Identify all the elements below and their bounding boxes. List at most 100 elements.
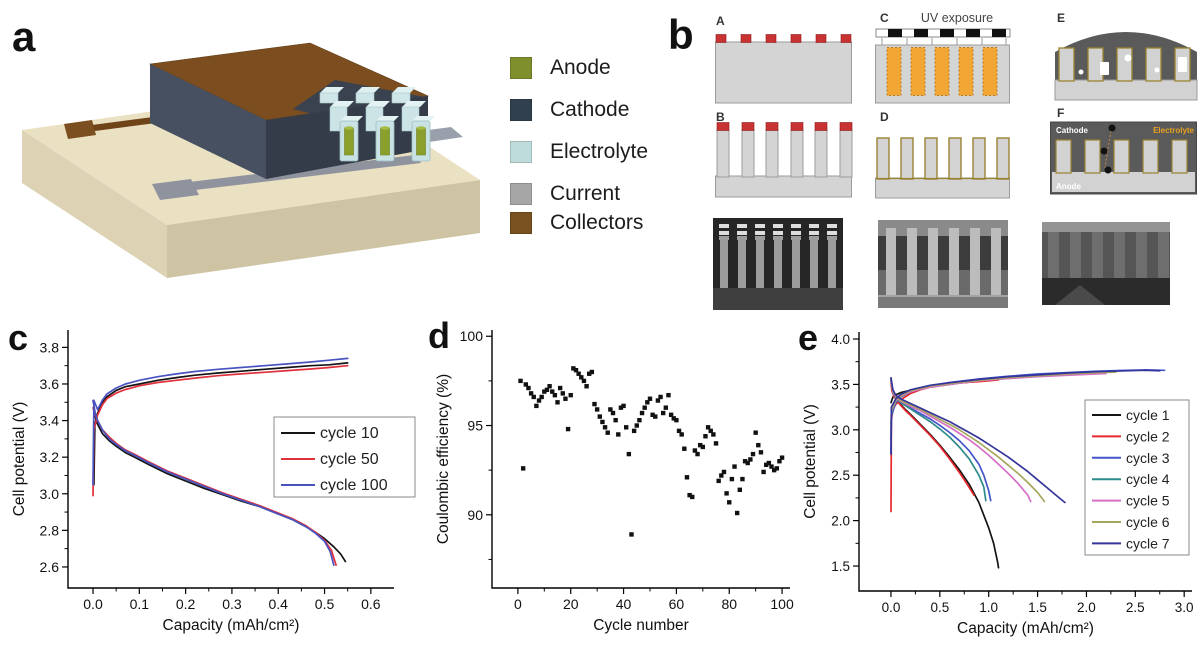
step-d-label: D xyxy=(880,110,889,124)
substrate-right-face xyxy=(167,180,480,278)
step-f-label: F xyxy=(1057,106,1064,120)
step-c-diagram: C UV exposure xyxy=(875,11,1011,104)
y-tick-label: 3.0 xyxy=(40,486,60,502)
x-tick-label: 0.6 xyxy=(361,596,381,612)
resist-caps xyxy=(716,122,853,131)
etched-pillars xyxy=(716,129,853,178)
legend-label: Collectors xyxy=(550,211,644,234)
panel-label-c: c xyxy=(8,317,29,358)
cell-array xyxy=(319,87,435,162)
y-tick-label: 2.8 xyxy=(40,522,60,538)
step-c-label: C xyxy=(880,11,889,25)
legend-entry: cycle 50 xyxy=(320,451,379,468)
series-cycle-100 xyxy=(92,357,349,566)
legend-entry: cycle 4 xyxy=(1126,471,1170,487)
x-tick-label: 0.0 xyxy=(83,596,103,612)
battery-cell xyxy=(411,116,435,162)
step-e-label: E xyxy=(1057,11,1065,25)
legend-item: Current xyxy=(510,182,648,206)
x-tick-label: 0.5 xyxy=(315,596,335,612)
chart-cell-potential-first-cycles: 0.0 0.5 1.0 1.5 2.0 2.5 3.0 1.5 2.0 2.5 3.0 3.5 4.0 C… xyxy=(802,332,1194,637)
fabrication-steps-panel: A B C UV exposure xyxy=(713,11,1198,310)
gray-collector-pad xyxy=(152,179,199,200)
legend-label: Electrolyte xyxy=(550,140,649,163)
x-tick-label: 100 xyxy=(770,596,794,612)
x-tick-label: 0.2 xyxy=(176,596,196,612)
x-tick-label: 0.3 xyxy=(222,596,242,612)
x-tick-label: 80 xyxy=(721,596,737,612)
y-tick-label: 3.2 xyxy=(40,449,60,465)
legend-entry: cycle 1 xyxy=(1126,407,1170,423)
cell-back-row xyxy=(319,87,416,104)
x-tick-label: 0 xyxy=(514,596,522,612)
legend-entry: cycle 7 xyxy=(1126,535,1170,551)
y-tick-label: 3.0 xyxy=(831,423,850,438)
gray-collector-trace xyxy=(189,155,421,190)
legend-label: Cathode xyxy=(550,98,630,121)
step-a-diagram: A xyxy=(715,14,852,104)
legend-entry: cycle 6 xyxy=(1126,514,1170,530)
legend-item: Collectors xyxy=(510,211,648,235)
y-tick-label: 1.5 xyxy=(831,559,850,574)
substrate-base xyxy=(1054,79,1198,101)
step-a-label: A xyxy=(716,14,725,28)
axes: 0.0 0.5 1.0 1.5 2.0 2.5 3.0 1.5 2.0 2.5 3.0 3.5 4.0 xyxy=(831,332,1193,615)
step-e-diagram: E xyxy=(1054,11,1198,101)
chart-coulombic-efficiency-scatter: 0 20 40 60 80 100 90 95 100 Cycle number Coulombic… xyxy=(435,328,794,634)
step-b-label: B xyxy=(716,110,725,124)
uv-exposure-label: UV exposure xyxy=(921,11,993,25)
legend-swatch xyxy=(510,183,532,205)
series-cycle-7 xyxy=(890,369,1161,504)
y-tick-label: 90 xyxy=(467,507,483,523)
x-axis-title: Capacity (mAh/cm²) xyxy=(957,620,1094,637)
x-tick-label: 0.0 xyxy=(882,600,901,615)
battery-cell xyxy=(375,116,399,162)
legend-item: Anode xyxy=(510,56,648,80)
cell-front-row xyxy=(339,116,435,162)
chart-cell-potential-vs-capacity-cycles: 0.0 0.1 0.2 0.3 0.4 0.5 0.6 2.6 2.8 3.0 3.2 3.4 3.6 3… xyxy=(11,330,416,634)
f-anode-label: Anode xyxy=(1056,182,1081,191)
series-cycle-5 xyxy=(890,372,1107,503)
y-tick-label: 2.5 xyxy=(831,468,850,483)
photomask xyxy=(875,28,1011,38)
x-tick-label: 3.0 xyxy=(1175,600,1194,615)
y-tick-label: 4.0 xyxy=(831,332,850,347)
voids xyxy=(1078,54,1187,75)
f-electrolyte-label: Electrolyte xyxy=(1153,126,1194,135)
legend-item: Cathode xyxy=(510,98,648,122)
x-tick-label: 0.1 xyxy=(130,596,150,612)
chart-legend: cycle 10 cycle 50 cycle 100 xyxy=(273,416,416,498)
step-f-diagram: F Cathode Electrolyte Anode xyxy=(1050,106,1197,195)
panel-label-e: e xyxy=(798,317,819,358)
substrate-left-face xyxy=(22,130,167,278)
step-b-diagram: B xyxy=(715,110,853,198)
cathode-box-left-face xyxy=(150,64,266,179)
x-tick-label: 2.0 xyxy=(1077,600,1096,615)
x-tick-label: 20 xyxy=(563,596,579,612)
anode-pillars xyxy=(1055,139,1188,174)
brown-collector-trace xyxy=(92,117,156,131)
x-tick-label: 40 xyxy=(616,596,632,612)
axes: 0 20 40 60 80 100 90 95 100 xyxy=(460,328,794,612)
legend-swatch xyxy=(510,99,532,121)
y-tick-label: 3.5 xyxy=(831,377,850,392)
ion-path xyxy=(1100,124,1116,174)
legend-swatch xyxy=(510,212,532,234)
sem-image-coated-trenches xyxy=(878,220,1008,308)
legend-swatch xyxy=(510,57,532,79)
materials-legend: Anode Cathode Electrolyte Current Collectors xyxy=(510,56,648,235)
legend-item: Electrolyte xyxy=(510,140,648,164)
y-axis-title: Cell potential (V) xyxy=(802,404,819,519)
f-cathode-label: Cathode xyxy=(1056,126,1089,135)
chart-legend: cycle 1 cycle 2 cycle 3 cycle 4 cycle 5 cycle… xyxy=(1084,399,1190,556)
y-tick-label: 100 xyxy=(460,328,484,344)
step-d-diagram: D xyxy=(875,110,1010,199)
legend-entry: cycle 100 xyxy=(320,477,388,494)
x-tick-label: 1.5 xyxy=(1028,600,1047,615)
battery-3d-schematic xyxy=(22,42,480,278)
x-tick-label: 0.5 xyxy=(930,600,949,615)
y-tick-label: 3.6 xyxy=(40,376,60,392)
brown-collector-pad xyxy=(64,120,96,139)
sem-image-pillars xyxy=(713,218,843,310)
